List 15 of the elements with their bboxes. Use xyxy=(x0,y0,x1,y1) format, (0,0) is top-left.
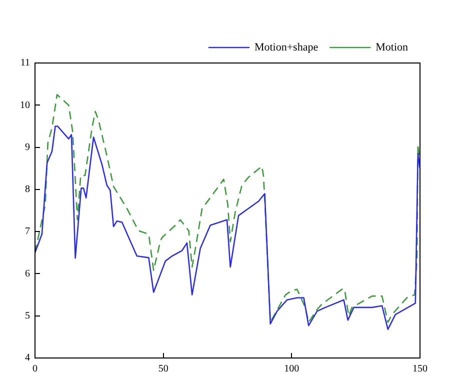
y-tick-label: 7 xyxy=(25,226,30,238)
y-tick-label: 8 xyxy=(25,184,30,196)
y-tick-label: 9 xyxy=(25,142,30,153)
x-tick-label: 100 xyxy=(284,364,300,375)
y-tick-label: 11 xyxy=(20,58,30,69)
x-tick-label: 50 xyxy=(158,364,168,375)
y-tick-label: 5 xyxy=(25,310,30,322)
x-tick-label: 150 xyxy=(412,364,428,375)
y-tick-label: 4 xyxy=(25,352,30,364)
x-tick-label: 0 xyxy=(32,364,38,375)
line-series xyxy=(35,94,420,323)
y-tick-label: 6 xyxy=(25,268,30,280)
legend-label: Motion xyxy=(376,41,408,54)
y-tick-label: 10 xyxy=(20,100,30,111)
legend-label: Motion+shape xyxy=(254,41,318,54)
